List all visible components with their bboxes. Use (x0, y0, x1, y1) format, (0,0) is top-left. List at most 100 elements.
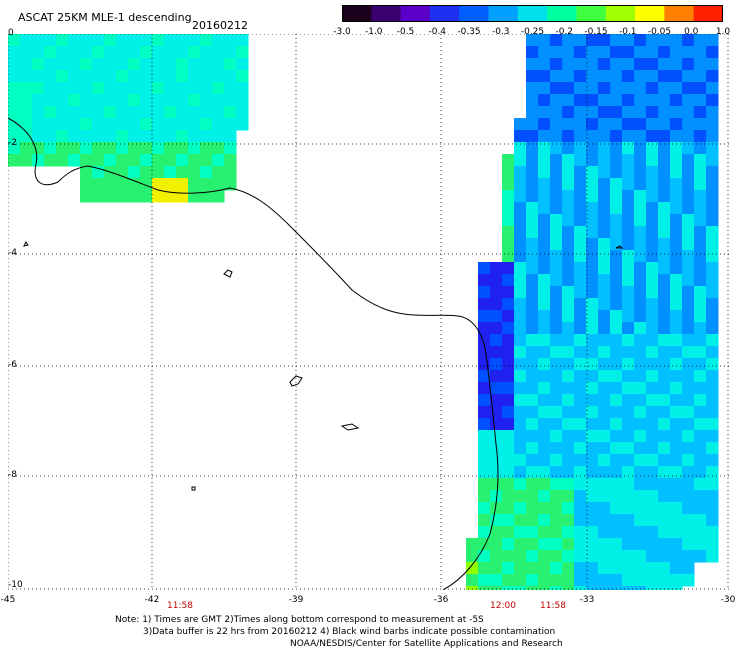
swath-cell (694, 550, 707, 563)
swath-cell (32, 118, 45, 131)
swath-cell (514, 466, 527, 479)
swath-cell (598, 274, 611, 287)
swath-cell (128, 34, 141, 47)
swath-cell (634, 370, 647, 383)
swath-cell (670, 262, 683, 275)
swath-cell (646, 34, 659, 47)
swath-cell (670, 394, 683, 407)
swath-cell (212, 94, 225, 107)
swath-cell (188, 190, 201, 203)
swath-cell (526, 430, 539, 443)
swath-cell (598, 142, 611, 155)
swath-cell (574, 502, 587, 515)
swath-cell (586, 406, 599, 419)
swath-cell (634, 538, 647, 551)
colorbar-segment (488, 5, 519, 22)
swath-cell (550, 34, 563, 47)
swath-cell (634, 526, 647, 539)
swath-cell (610, 562, 623, 575)
swath-cell (646, 418, 659, 431)
swath-cell (634, 418, 647, 431)
swath-cell (634, 46, 647, 59)
swath-cell (526, 574, 539, 587)
swath-cell (478, 454, 491, 467)
swath-cell (502, 406, 515, 419)
swath-cell (658, 394, 671, 407)
swath-cell (682, 490, 695, 503)
swath-cell (92, 106, 105, 119)
swath-cell (574, 190, 587, 203)
swath-cell (694, 322, 707, 335)
swath-cell (598, 262, 611, 275)
swath-cell (622, 142, 635, 155)
swath-cell (586, 274, 599, 287)
swath-cell (598, 70, 611, 83)
swath-cell (526, 370, 539, 383)
swath-cell (526, 466, 539, 479)
swath-cell (490, 514, 503, 527)
swath-cell (116, 178, 129, 191)
swath-cell (694, 46, 707, 59)
swath-cell (646, 478, 659, 491)
swath-cell (658, 190, 671, 203)
swath-cell (706, 262, 719, 275)
swath-cell (598, 514, 611, 527)
swath-cell (80, 70, 93, 83)
swath-cell (682, 442, 695, 455)
swath-cell (44, 106, 57, 119)
swath-cell (140, 70, 153, 83)
swath-cell (478, 478, 491, 491)
swath-cell (646, 142, 659, 155)
swath-cell (478, 310, 491, 323)
lon-label: -30 (720, 595, 736, 605)
swath-cell (502, 370, 515, 383)
swath-cell (586, 442, 599, 455)
swath-cell (538, 550, 551, 563)
swath-cell (502, 286, 515, 299)
swath-cell (634, 106, 647, 119)
swath-cell (622, 178, 635, 191)
swath-cell (550, 154, 563, 167)
swath-cell (526, 514, 539, 527)
swath-cell (514, 178, 527, 191)
swath-cell (80, 178, 93, 191)
swath-cell (682, 142, 695, 155)
swath-cell (646, 82, 659, 95)
swath-cell (646, 298, 659, 311)
swath-cell (478, 262, 491, 275)
swath-cell (634, 490, 647, 503)
swath-cell (658, 142, 671, 155)
swath-cell (586, 106, 599, 119)
swath-cell (622, 538, 635, 551)
swath-cell (514, 586, 527, 590)
swath-cell (56, 82, 69, 95)
swath-cell (658, 82, 671, 95)
swath-cell (610, 262, 623, 275)
swath-cell (224, 82, 237, 95)
swath-cell (706, 190, 719, 203)
swath-cell (646, 226, 659, 239)
swath-cell (706, 154, 719, 167)
swath-cell (128, 94, 141, 107)
swath-cell (706, 46, 719, 59)
swath-cell (586, 70, 599, 83)
swath-cell (658, 178, 671, 191)
swath-cell (622, 298, 635, 311)
swath-cell (682, 82, 695, 95)
swath-cell (68, 94, 81, 107)
swath-cell (706, 394, 719, 407)
swath-cell (586, 202, 599, 215)
swath-cell (8, 106, 21, 119)
swath-cell (634, 406, 647, 419)
swath-cell (490, 382, 503, 395)
swath-cell (526, 118, 539, 131)
swath-cell (682, 262, 695, 275)
swath-cell (502, 394, 515, 407)
swath-cell (224, 58, 237, 71)
swath-cell (694, 130, 707, 143)
swath-cell (152, 130, 165, 143)
swath-cell (526, 238, 539, 251)
swath-cell (574, 514, 587, 527)
swath-cell (598, 178, 611, 191)
swath-cell (80, 130, 93, 143)
